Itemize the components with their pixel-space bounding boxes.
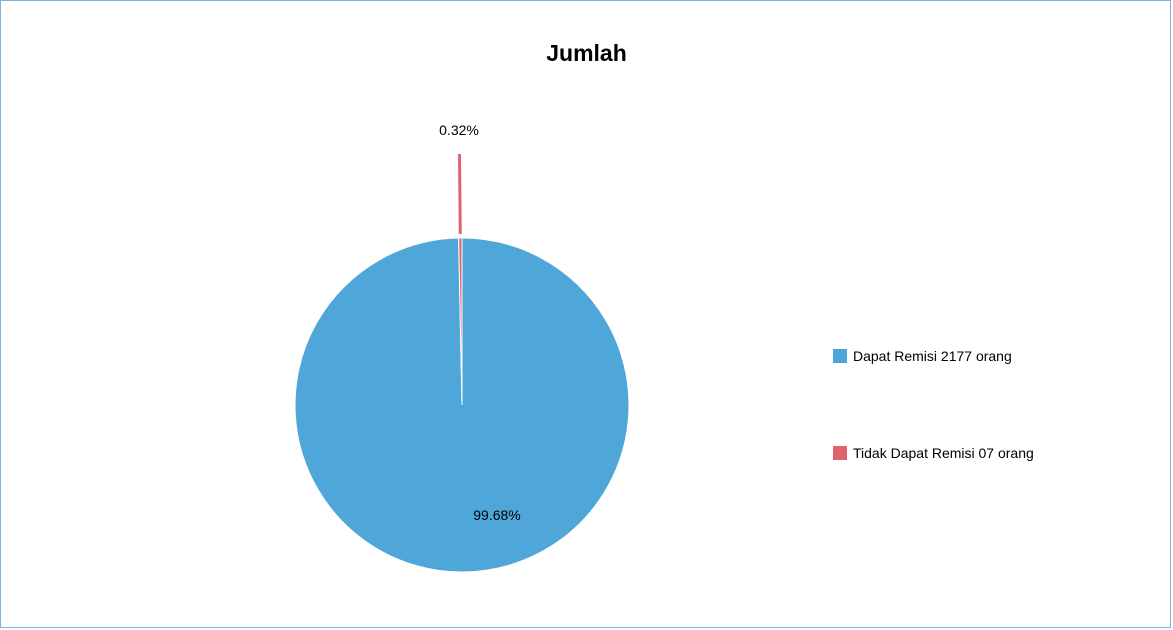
legend-item-dapat-remisi: Dapat Remisi 2177 orang — [833, 348, 1012, 364]
pie-slices — [294, 153, 630, 573]
legend-item-tidak-dapat-remisi: Tidak Dapat Remisi 07 orang — [833, 445, 1034, 461]
legend-label-tidak-dapat-remisi: Tidak Dapat Remisi 07 orang — [853, 445, 1034, 461]
legend-label-dapat-remisi: Dapat Remisi 2177 orang — [853, 348, 1012, 364]
chart-title: Jumlah — [546, 40, 627, 66]
pie-slice-tidak-dapat-remisi-leader — [457, 153, 462, 235]
legend-swatch-dapat-remisi — [833, 349, 847, 363]
legend-swatch-tidak-dapat-remisi — [833, 446, 847, 460]
data-label-tidak-dapat-remisi: 0.32% — [439, 122, 479, 138]
pie-slice-tidak-dapat-remisi — [458, 237, 463, 406]
data-label-dapat-remisi: 99.68% — [473, 507, 520, 523]
pie-data-labels: 99.68% 0.32% — [439, 122, 521, 523]
